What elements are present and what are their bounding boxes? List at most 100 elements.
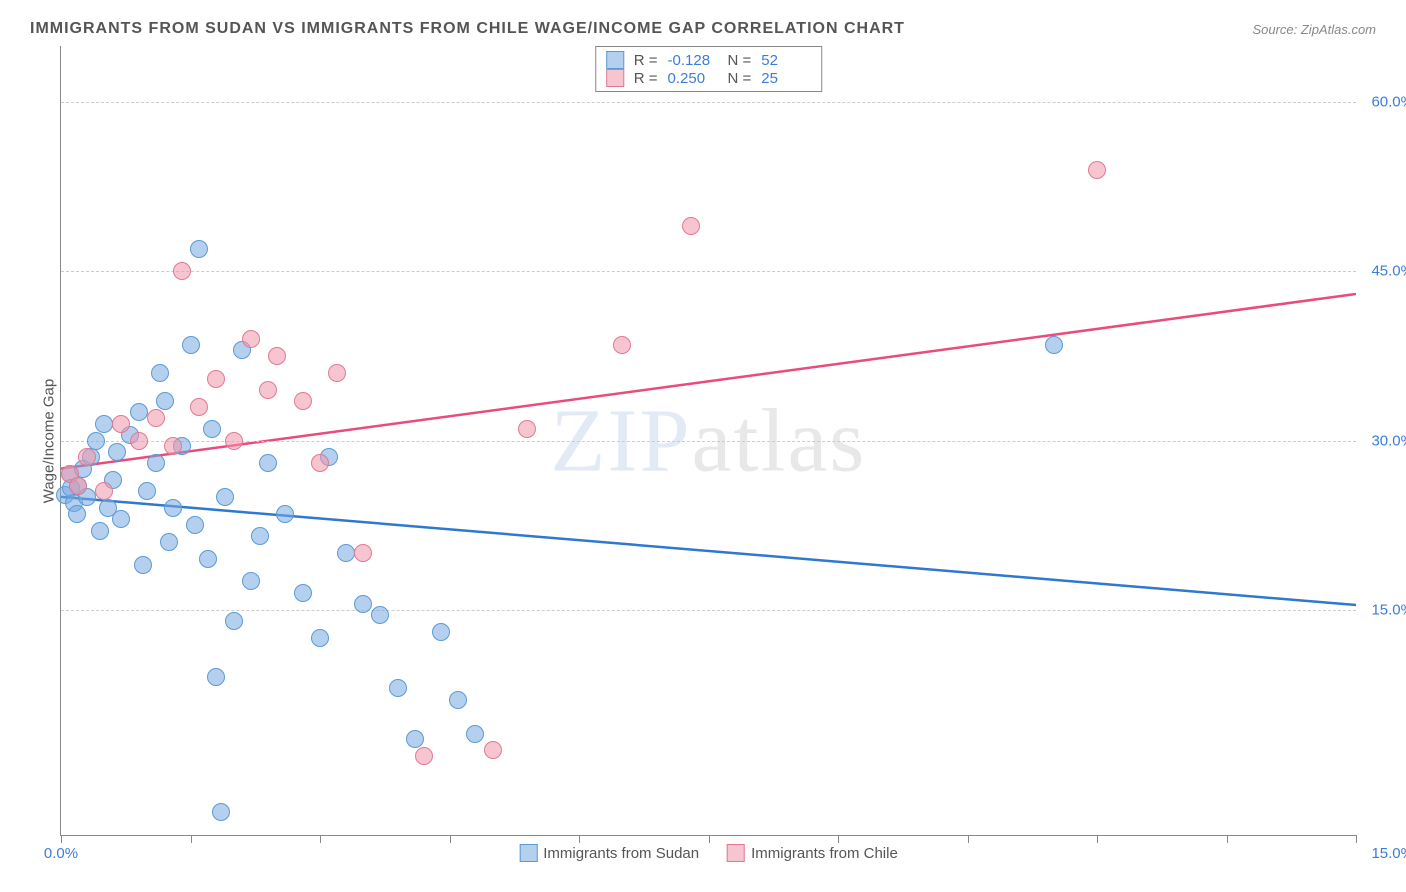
stat-r-chile: 0.250: [668, 70, 718, 87]
point-sudan: [95, 415, 113, 433]
stats-legend: R = -0.128 N = 52 R = 0.250 N = 25: [595, 46, 823, 92]
stats-row-chile: R = 0.250 N = 25: [606, 69, 812, 87]
chart-title: IMMIGRANTS FROM SUDAN VS IMMIGRANTS FROM…: [30, 20, 905, 38]
point-sudan: [112, 510, 130, 528]
point-sudan: [212, 803, 230, 821]
point-sudan: [186, 516, 204, 534]
x-tick: [320, 835, 321, 843]
point-sudan: [242, 572, 260, 590]
stat-r-sudan: -0.128: [668, 52, 718, 69]
point-chile: [294, 392, 312, 410]
point-sudan: [449, 691, 467, 709]
point-chile: [268, 347, 286, 365]
y-tick-label: 60.0%: [1371, 94, 1406, 111]
legend-label-sudan: Immigrants from Sudan: [543, 845, 699, 862]
point-sudan: [199, 550, 217, 568]
gridline: [61, 441, 1356, 442]
bottom-legend: Immigrants from Sudan Immigrants from Ch…: [519, 844, 898, 862]
x-tick: [838, 835, 839, 843]
point-chile: [415, 747, 433, 765]
point-chile: [164, 437, 182, 455]
point-sudan: [134, 556, 152, 574]
stat-r-label: R =: [634, 52, 658, 69]
y-axis-label: Wage/Income Gap: [41, 378, 58, 503]
x-tick: [450, 835, 451, 843]
gridline: [61, 271, 1356, 272]
point-chile: [613, 336, 631, 354]
point-sudan: [432, 623, 450, 641]
point-sudan: [354, 595, 372, 613]
stat-n-sudan: 52: [761, 52, 811, 69]
point-chile: [518, 420, 536, 438]
x-tick: [1356, 835, 1357, 843]
point-chile: [311, 454, 329, 472]
point-chile: [354, 544, 372, 562]
x-axis-label-min: 0.0%: [44, 845, 78, 862]
chart-source: Source: ZipAtlas.com: [1252, 22, 1376, 37]
x-tick: [191, 835, 192, 843]
x-axis-label-max: 15.0%: [1371, 845, 1406, 862]
point-sudan: [156, 392, 174, 410]
gridline: [61, 610, 1356, 611]
point-sudan: [371, 606, 389, 624]
point-sudan: [337, 544, 355, 562]
point-sudan: [203, 420, 221, 438]
y-tick-label: 45.0%: [1371, 263, 1406, 280]
y-tick-label: 15.0%: [1371, 601, 1406, 618]
point-sudan: [294, 584, 312, 602]
point-sudan: [160, 533, 178, 551]
stat-n-chile: 25: [761, 70, 811, 87]
point-sudan: [1045, 336, 1063, 354]
x-tick: [61, 835, 62, 843]
point-chile: [259, 381, 277, 399]
x-tick: [709, 835, 710, 843]
point-sudan: [466, 725, 484, 743]
legend-item-sudan: Immigrants from Sudan: [519, 844, 699, 862]
legend-swatch-sudan: [519, 844, 537, 862]
point-chile: [207, 370, 225, 388]
plot-area: Wage/Income Gap ZIPatlas R = -0.128 N = …: [60, 46, 1356, 836]
stat-n-label-2: N =: [728, 70, 752, 87]
x-tick: [1097, 835, 1098, 843]
stat-n-label: N =: [728, 52, 752, 69]
point-sudan: [151, 364, 169, 382]
point-sudan: [138, 482, 156, 500]
point-chile: [190, 398, 208, 416]
point-sudan: [182, 336, 200, 354]
point-chile: [242, 330, 260, 348]
point-chile: [328, 364, 346, 382]
point-chile: [147, 409, 165, 427]
x-tick: [579, 835, 580, 843]
point-chile: [69, 477, 87, 495]
point-chile: [130, 432, 148, 450]
legend-label-chile: Immigrants from Chile: [751, 845, 898, 862]
point-chile: [1088, 161, 1106, 179]
gridline: [61, 102, 1356, 103]
point-sudan: [276, 505, 294, 523]
point-chile: [95, 482, 113, 500]
trend-line: [61, 294, 1356, 469]
point-chile: [682, 217, 700, 235]
point-sudan: [68, 505, 86, 523]
point-sudan: [216, 488, 234, 506]
swatch-chile: [606, 69, 624, 87]
x-tick: [968, 835, 969, 843]
y-tick-label: 30.0%: [1371, 432, 1406, 449]
point-sudan: [108, 443, 126, 461]
point-chile: [112, 415, 130, 433]
legend-swatch-chile: [727, 844, 745, 862]
point-sudan: [389, 679, 407, 697]
stat-r-label-2: R =: [634, 70, 658, 87]
point-sudan: [130, 403, 148, 421]
point-chile: [225, 432, 243, 450]
point-sudan: [251, 527, 269, 545]
point-sudan: [87, 432, 105, 450]
stats-row-sudan: R = -0.128 N = 52: [606, 51, 812, 69]
point-sudan: [406, 730, 424, 748]
chart-header: IMMIGRANTS FROM SUDAN VS IMMIGRANTS FROM…: [30, 20, 1376, 38]
point-chile: [78, 448, 96, 466]
point-sudan: [91, 522, 109, 540]
point-sudan: [190, 240, 208, 258]
point-sudan: [164, 499, 182, 517]
point-sudan: [259, 454, 277, 472]
